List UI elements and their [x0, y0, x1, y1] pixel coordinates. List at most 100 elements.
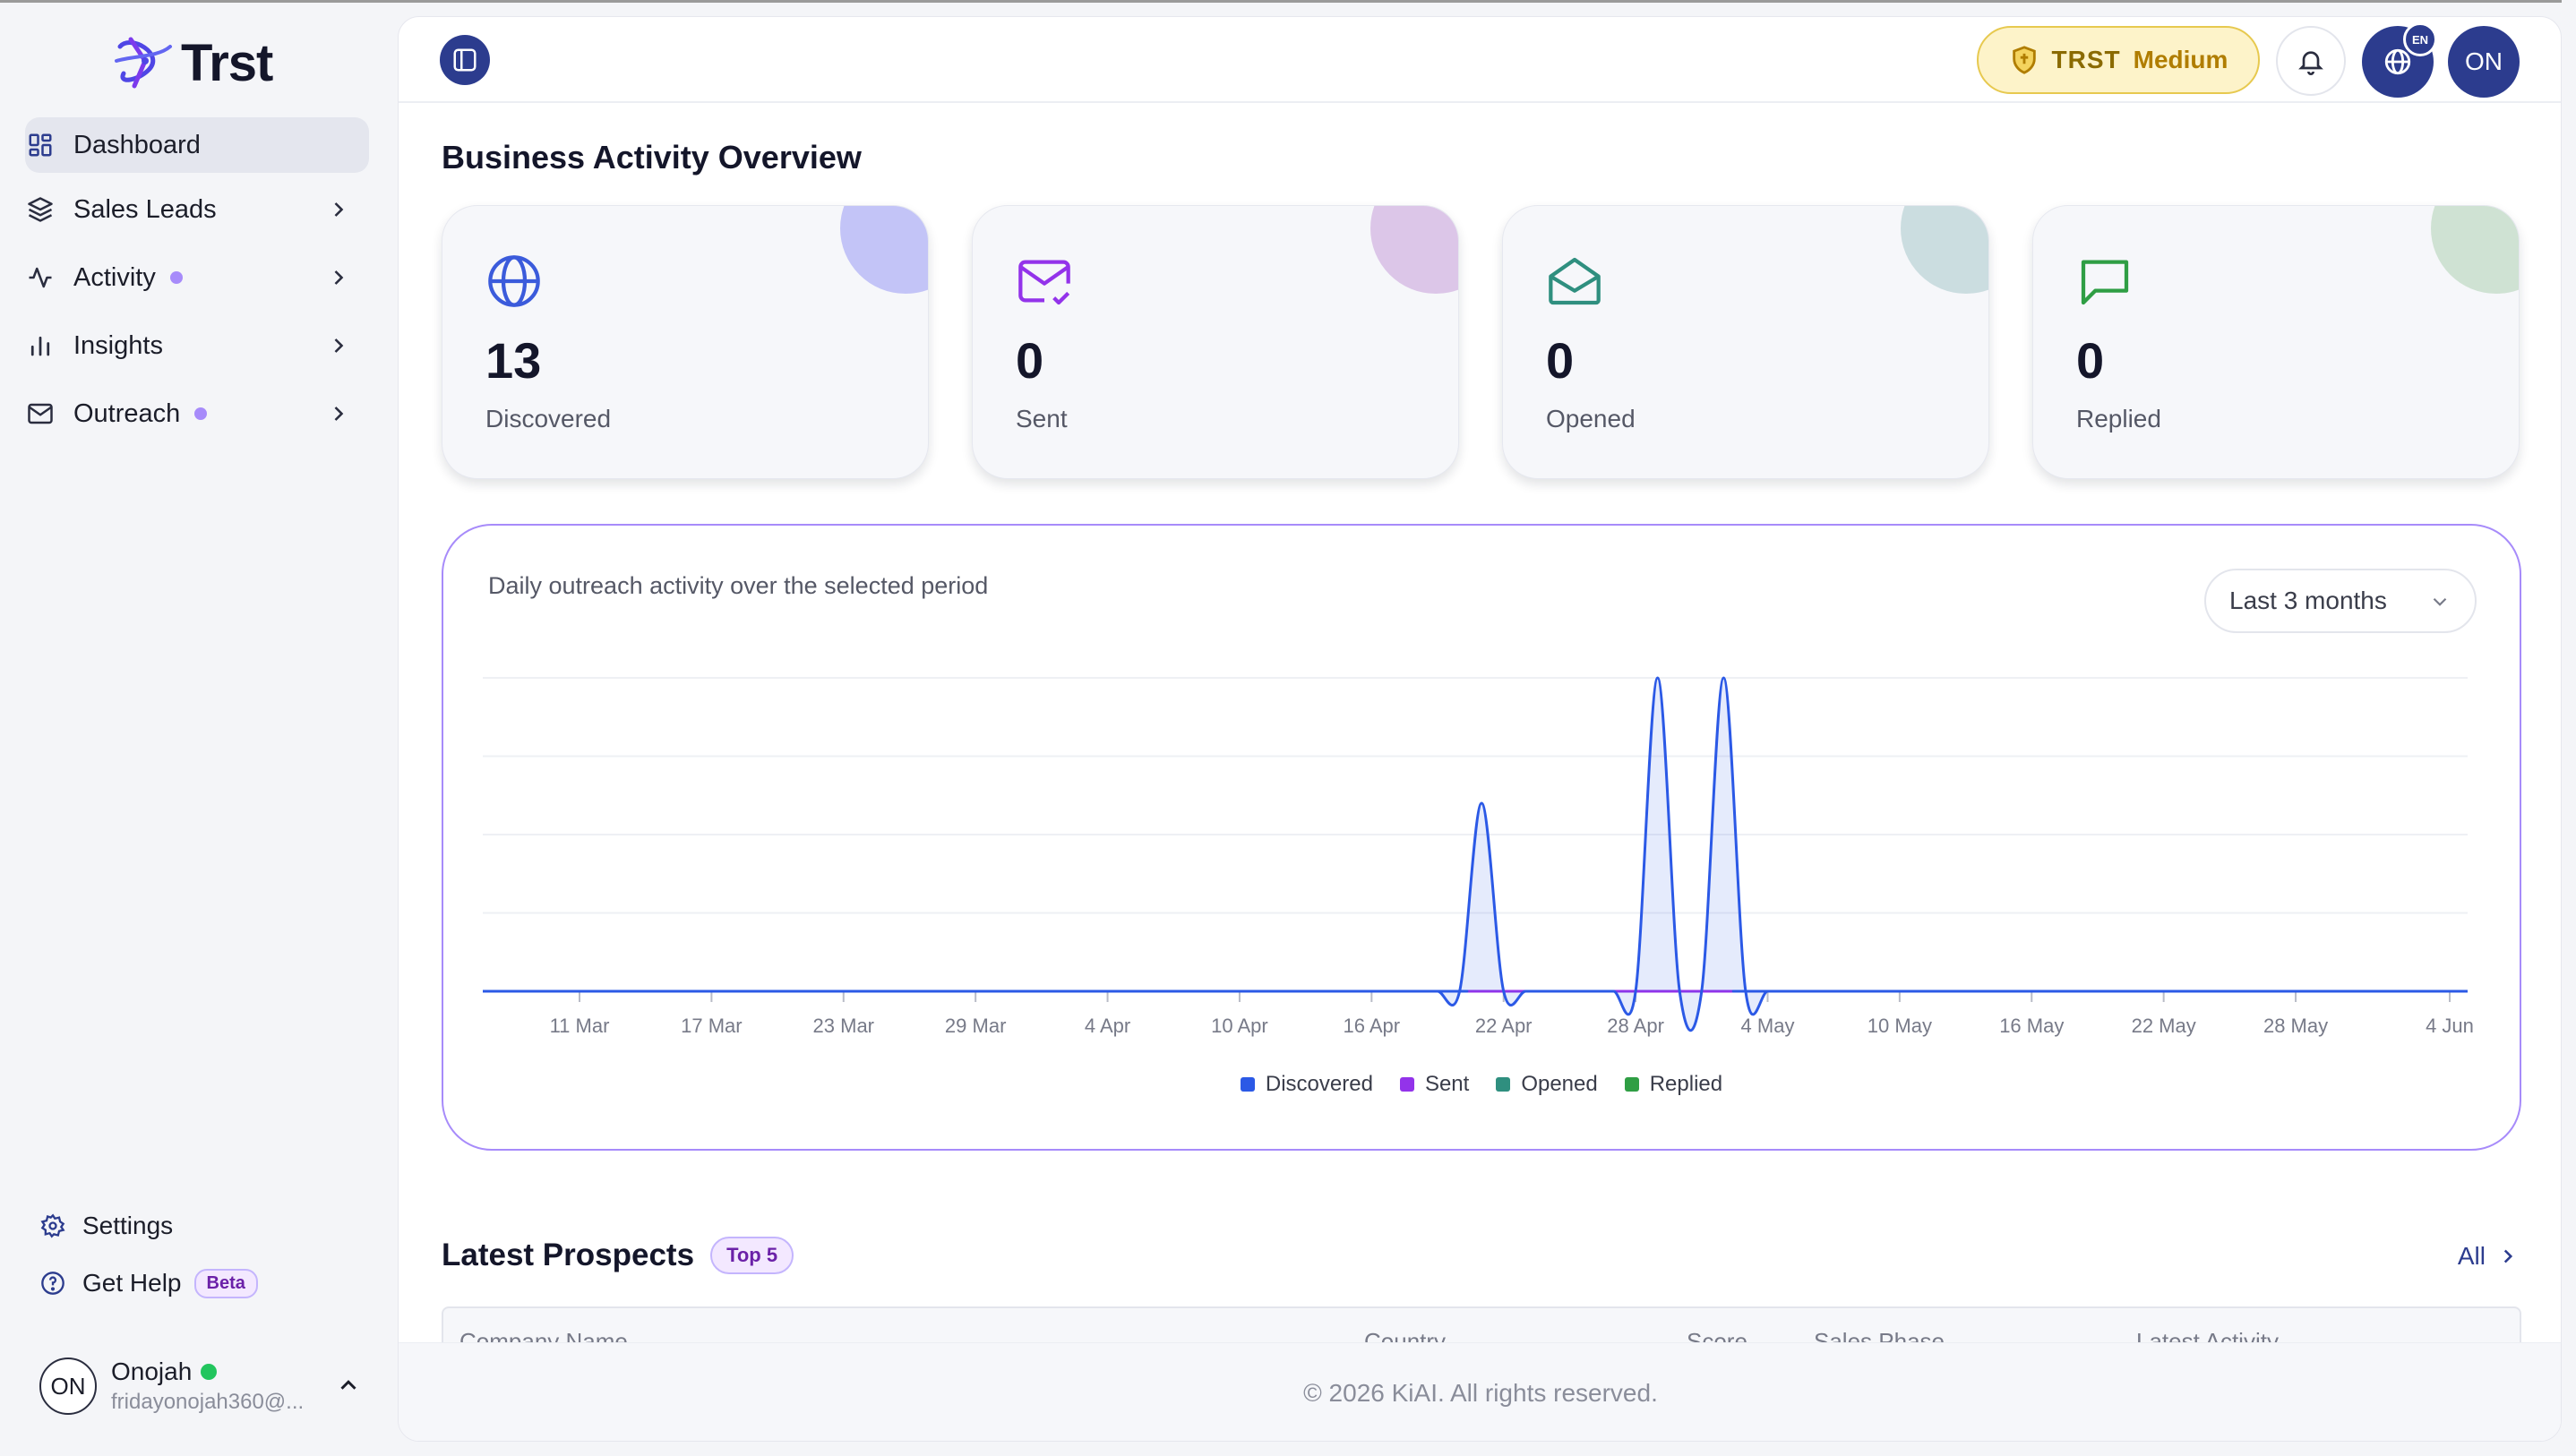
legend-label: Discovered — [1265, 1072, 1373, 1096]
x-tick-label: 22 Apr — [1475, 1015, 1533, 1037]
mail-check-icon — [1018, 260, 1070, 305]
legend-item[interactable]: Sent — [1399, 1072, 1470, 1097]
legend-swatch — [1240, 1077, 1255, 1092]
stat-label: Opened — [1546, 405, 1636, 433]
legend-item[interactable]: Discovered — [1240, 1072, 1373, 1097]
mail-open-icon — [1549, 257, 1601, 305]
stat-value: 0 — [1016, 332, 1044, 389]
user-name: Onojah — [111, 1358, 193, 1385]
trst-logo-icon — [115, 37, 172, 89]
card-decoration — [1370, 206, 1458, 294]
plan-name: TRST — [2051, 46, 2121, 73]
period-select[interactable]: Last 3 months — [2204, 569, 2477, 633]
shield-icon — [2012, 46, 2036, 74]
stat-card-opened[interactable]: 0 Opened — [1502, 205, 1989, 479]
stat-card-replied[interactable]: 0 Replied — [2032, 205, 2520, 479]
x-tick-label: 4 Apr — [1085, 1015, 1130, 1037]
legend-label: Sent — [1424, 1072, 1470, 1096]
stat-value: 0 — [1546, 332, 1575, 389]
view-all-prospects-link[interactable]: All — [2458, 1242, 2520, 1271]
notification-dot — [194, 407, 208, 420]
x-tick-label: 17 Mar — [681, 1015, 742, 1037]
x-tick-label: 16 May — [1999, 1015, 2064, 1037]
main-panel: TRST Medium EN ON Business Activity Over… — [398, 16, 2562, 1442]
page-title: Business Activity Overview — [442, 139, 862, 176]
sidebar-item-label: Insights — [73, 330, 163, 360]
stat-value: 13 — [485, 332, 542, 389]
outreach-chart-card: Daily outreach activity over the selecte… — [442, 524, 2521, 1151]
sidebar: Trst Dashboard Sales Leads Activity Insi… — [0, 3, 394, 1456]
all-link-label: All — [2457, 1242, 2486, 1270]
stat-card-discovered[interactable]: 13 Discovered — [442, 205, 929, 479]
sidebar-item-label: Dashboard — [73, 130, 201, 159]
mail-icon — [25, 398, 56, 429]
avatar[interactable]: ON — [2448, 26, 2520, 98]
series-line-discovered — [483, 676, 2468, 1032]
stat-label: Discovered — [485, 405, 612, 433]
gear-icon — [39, 1212, 66, 1239]
legend-item[interactable]: Opened — [1496, 1072, 1598, 1097]
stat-label: Sent — [1016, 405, 1068, 433]
top5-badge: Top 5 — [710, 1237, 794, 1274]
chevron-right-icon — [334, 338, 344, 353]
card-decoration — [1901, 206, 1988, 294]
sidebar-item-label: Sales Leads — [73, 194, 217, 224]
x-tick-label: 10 Apr — [1211, 1015, 1268, 1037]
legend-item[interactable]: Replied — [1624, 1072, 1723, 1097]
stat-value: 0 — [2076, 332, 2105, 389]
window-right-edge — [2562, 0, 2576, 1456]
message-square-icon — [2081, 260, 2129, 305]
user-menu[interactable]: ON Onojah fridayonojah360@... — [39, 1350, 362, 1422]
activity-chart[interactable]: 11 Mar 17 Mar 23 Mar 29 Mar 4 Apr 10 Apr 16 Ap… — [443, 526, 2523, 1063]
sidebar-item-outreach[interactable]: Outreach — [25, 386, 369, 441]
activity-icon — [25, 262, 56, 293]
chart-subtitle: Daily outreach activity over the selecte… — [488, 572, 989, 599]
x-tick-label: 22 May — [2132, 1015, 2196, 1037]
language-button[interactable]: EN — [2362, 22, 2437, 98]
sidebar-toggle-icon — [453, 48, 477, 72]
x-tick-label: 4 May — [1741, 1015, 1795, 1037]
bell-icon — [2298, 51, 2323, 75]
settings-label: Settings — [82, 1212, 174, 1239]
x-tick-label: 11 Mar — [550, 1015, 610, 1037]
plan-badge-button[interactable]: TRST Medium — [1977, 26, 2260, 94]
get-help-link[interactable]: Get Help Beta — [39, 1261, 258, 1306]
stat-card-sent[interactable]: 0 Sent — [972, 205, 1459, 479]
notification-dot — [169, 271, 183, 284]
chevron-down-icon — [2433, 597, 2447, 606]
sidebar-item-activity[interactable]: Activity — [25, 250, 369, 305]
stat-label: Replied — [2076, 405, 2161, 433]
sidebar-item-dashboard[interactable]: Dashboard — [25, 117, 369, 173]
top-header: TRST Medium EN ON — [399, 17, 2561, 103]
sidebar-item-sales-leads[interactable]: Sales Leads — [25, 182, 369, 237]
online-status-dot — [201, 1364, 218, 1380]
layers-icon — [25, 194, 56, 225]
series-area-discovered — [483, 678, 2468, 1031]
settings-link[interactable]: Settings — [39, 1203, 173, 1248]
notifications-button[interactable] — [2276, 26, 2346, 96]
globe-icon — [2384, 48, 2411, 75]
card-decoration — [840, 206, 928, 294]
sidebar-item-label: Activity — [73, 262, 156, 292]
page-footer: © 2026 KiAI. All rights reserved. — [399, 1342, 2561, 1441]
x-tick-label: 4 Jun — [2426, 1015, 2474, 1037]
chart-legend: Discovered Sent Opened Replied — [443, 1072, 2520, 1097]
beta-badge: Beta — [193, 1268, 258, 1298]
chevron-right-icon — [334, 202, 344, 217]
sidebar-item-insights[interactable]: Insights — [25, 318, 369, 373]
prospects-title: Latest Prospects — [442, 1238, 695, 1272]
get-help-label: Get Help — [82, 1269, 182, 1297]
legend-label: Replied — [1649, 1072, 1723, 1096]
dashboard-icon — [25, 130, 56, 160]
user-email: fridayonojah360@... — [111, 1390, 305, 1414]
legend-swatch — [1496, 1077, 1511, 1092]
x-tick-label: 16 Apr — [1344, 1015, 1401, 1037]
window-top-border — [0, 0, 2576, 3]
sidebar-toggle-button[interactable] — [440, 35, 490, 85]
chevron-right-icon — [2503, 1249, 2513, 1263]
legend-swatch — [1624, 1077, 1639, 1092]
legend-swatch — [1399, 1077, 1414, 1092]
brand-logo[interactable]: Trst — [113, 31, 273, 94]
chevron-right-icon — [334, 270, 344, 285]
card-decoration — [2431, 206, 2519, 294]
